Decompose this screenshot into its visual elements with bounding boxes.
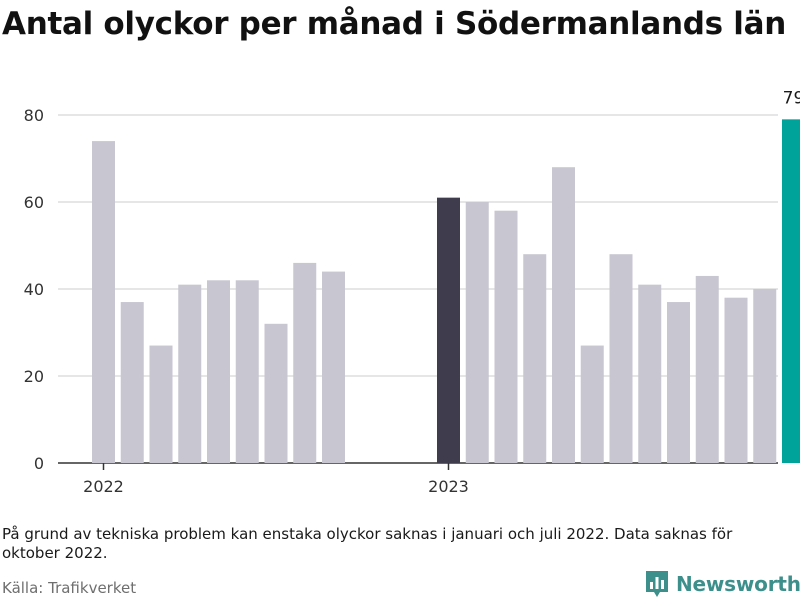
bar-2022-07 xyxy=(264,323,288,463)
bar-2022-09 xyxy=(322,271,345,463)
y-tick-label: 20 xyxy=(24,367,44,386)
x-tick-label: 2023 xyxy=(428,477,469,496)
y-tick-label: 60 xyxy=(24,193,44,212)
latest-value-label: 79 xyxy=(783,88,800,108)
bar-2022-08 xyxy=(293,262,317,463)
y-tick-label: 0 xyxy=(34,454,44,473)
brand-name: Newsworthy xyxy=(676,572,800,596)
newsworthy-logo: Newsworthy xyxy=(644,569,800,599)
bar-2024-01 xyxy=(782,119,800,463)
y-tick-label: 40 xyxy=(24,280,44,299)
bar-2023-07 xyxy=(609,254,633,463)
bar-2022-03 xyxy=(149,345,173,463)
bar-2023-11 xyxy=(724,297,748,463)
source-credit: Källa: Trafikverket xyxy=(2,579,137,597)
bar-2023-06 xyxy=(580,345,604,463)
bar-2022-06 xyxy=(235,280,259,463)
bar-2022-05 xyxy=(207,280,230,463)
labels: 0 20 40 60 80 2022 2023 79 xyxy=(24,88,800,496)
bar-chart: 0 20 40 60 80 2022 2023 79 xyxy=(24,88,800,496)
bar-2023-01 xyxy=(437,197,460,463)
bar-2023-08 xyxy=(638,284,662,463)
chart-title: Antal olyckor per månad i Södermanlands … xyxy=(2,6,786,42)
footnote: På grund av tekniska problem kan enstaka… xyxy=(2,525,733,562)
bar-2022-04 xyxy=(178,284,202,463)
bar-2023-03 xyxy=(494,210,518,463)
bar-2022-02 xyxy=(120,302,144,463)
bar-2022-01 xyxy=(92,141,115,463)
bar-2023-05 xyxy=(552,167,575,463)
bars xyxy=(92,119,800,463)
newsworthy-bar-chart-icon xyxy=(646,571,668,597)
bar-2023-12 xyxy=(753,289,777,463)
bar-2023-02 xyxy=(465,202,489,463)
x-tick-label: 2022 xyxy=(83,477,124,496)
bar-2023-10 xyxy=(695,275,719,463)
bar-2023-09 xyxy=(667,302,690,463)
y-tick-label: 80 xyxy=(24,106,44,125)
bar-2023-04 xyxy=(523,254,547,463)
